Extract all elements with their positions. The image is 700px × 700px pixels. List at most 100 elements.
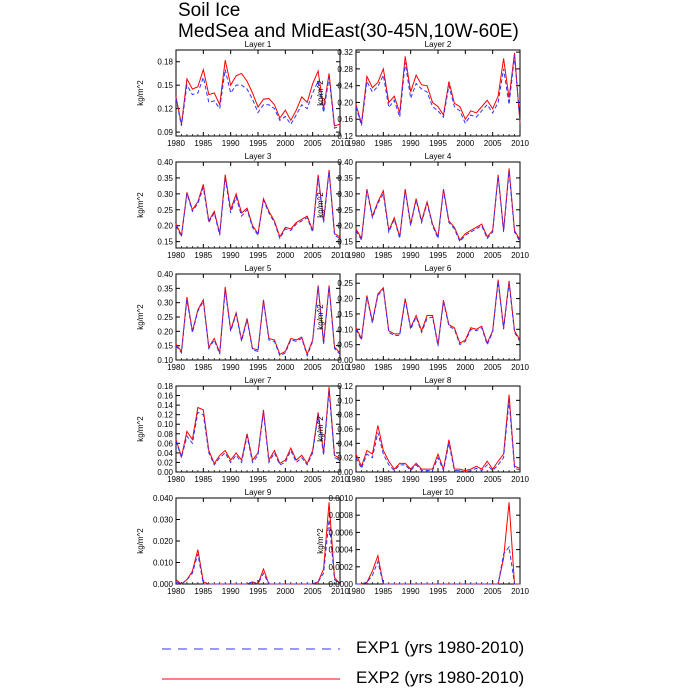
y-axis-label: kg/m^2 — [136, 192, 145, 218]
x-tick-label: 2010 — [511, 251, 529, 260]
panel-title: Layer 10 — [422, 488, 454, 497]
x-tick-label: 1995 — [249, 363, 267, 372]
y-tick-label: 0.20 — [337, 98, 353, 107]
panel-layer-8: Layer 8 kg/m^2 1980 1985 1990 1995 2000 2005 201… — [316, 376, 529, 484]
panel-layer-9: Layer 9 kg/m^2 1980 1985 1990 1995 2000 2005 201… — [136, 488, 349, 596]
x-tick-label: 2000 — [456, 251, 474, 260]
y-tick-label: 0.0008 — [329, 511, 354, 520]
y-tick-label: 0.00 — [337, 356, 353, 365]
x-tick-label: 1995 — [429, 587, 447, 596]
panel-layer-1: Layer 1 kg/m^2 1980 1985 1990 1995 2000 2005 201… — [136, 40, 349, 148]
x-tick-label: 2000 — [276, 363, 294, 372]
x-tick-label: 1990 — [402, 251, 420, 260]
series-exp1-line — [355, 171, 521, 243]
y-axis-label: kg/m^2 — [316, 192, 325, 218]
y-tick-label: 0.06 — [157, 439, 173, 448]
x-tick-label: 1990 — [222, 475, 240, 484]
y-tick-label: 0.15 — [337, 238, 353, 247]
y-tick-label: 0.25 — [157, 206, 173, 215]
y-tick-label: 0.0000 — [329, 580, 354, 589]
y-tick-label: 0.15 — [157, 81, 173, 90]
x-tick-label: 2005 — [484, 139, 502, 148]
x-tick-label: 1985 — [194, 475, 212, 484]
y-tick-label: 0.12 — [157, 105, 173, 114]
figure-titles: Soil Ice MedSea and MidEast(30-45N,10W-6… — [178, 0, 519, 42]
panel-layer-6: Layer 6 kg/m^2 1980 1985 1990 1995 2000 2005 201… — [316, 264, 529, 372]
y-tick-label: 0.020 — [153, 537, 174, 546]
x-tick-label: 2010 — [511, 587, 529, 596]
y-tick-label: 0.16 — [337, 115, 353, 124]
x-tick-label: 2000 — [276, 251, 294, 260]
y-tick-label: 0.30 — [157, 299, 173, 308]
y-axis-label: kg/m^2 — [136, 304, 145, 330]
y-tick-label: 0.20 — [337, 222, 353, 231]
y-tick-label: 0.00 — [157, 468, 173, 477]
y-tick-label: 0.18 — [157, 58, 173, 67]
x-tick-label: 1985 — [194, 587, 212, 596]
series-exp2-line — [355, 279, 521, 345]
panel-title: Layer 4 — [425, 152, 452, 161]
y-axis-label: kg/m^2 — [316, 80, 325, 106]
panel-title: Layer 6 — [425, 264, 452, 273]
y-tick-label: 0.40 — [157, 158, 173, 167]
y-tick-label: 0.40 — [157, 270, 173, 279]
y-tick-label: 0.12 — [337, 132, 353, 141]
series-exp1-line — [355, 281, 521, 347]
y-tick-label: 0.15 — [157, 238, 173, 247]
x-tick-label: 1995 — [249, 139, 267, 148]
y-tick-label: 0.35 — [337, 174, 353, 183]
x-tick-label: 2010 — [331, 139, 349, 148]
x-tick-label: 1985 — [374, 139, 392, 148]
y-axis-label: kg/m^2 — [136, 80, 145, 106]
y-tick-label: 0.32 — [337, 48, 353, 57]
x-tick-label: 2000 — [456, 475, 474, 484]
y-tick-label: 0.20 — [157, 327, 173, 336]
y-tick-label: 0.20 — [157, 222, 173, 231]
x-tick-label: 2005 — [484, 587, 502, 596]
panel-layer-5: Layer 5 kg/m^2 1980 1985 1990 1995 2000 2005 201… — [136, 264, 349, 372]
x-tick-label: 1985 — [194, 251, 212, 260]
panel-title: Layer 8 — [425, 376, 452, 385]
y-tick-label: 0.35 — [157, 174, 173, 183]
y-tick-label: 0.12 — [157, 411, 173, 420]
y-tick-label: 0.08 — [157, 430, 173, 439]
series-exp1-line — [356, 545, 520, 585]
y-tick-label: 0.10 — [157, 420, 173, 429]
x-tick-label: 1985 — [194, 363, 212, 372]
y-tick-label: 0.0004 — [329, 546, 354, 555]
panel-layer-4: Layer 4 kg/m^2 1980 1985 1990 1995 2000 2005 201… — [316, 152, 529, 260]
x-tick-label: 1985 — [374, 363, 392, 372]
series-exp1-line — [175, 171, 341, 240]
y-tick-label: 0.010 — [153, 559, 174, 568]
series-exp2-line — [356, 502, 520, 585]
y-tick-label: 0.40 — [337, 158, 353, 167]
series-exp2-line — [355, 52, 521, 124]
panel-frame — [355, 273, 521, 361]
y-tick-label: 0.10 — [337, 325, 353, 334]
y-tick-label: 0.06 — [337, 425, 353, 434]
series-exp1-line — [355, 400, 521, 473]
y-tick-label: 0.030 — [153, 516, 174, 525]
y-tick-label: 0.35 — [157, 284, 173, 293]
y-tick-label: 0.02 — [337, 454, 353, 463]
series-exp1-line — [175, 286, 341, 358]
y-axis-label: kg/m^2 — [136, 528, 145, 554]
x-tick-label: 2005 — [304, 139, 322, 148]
panel-frame — [355, 385, 521, 473]
y-tick-label: 0.05 — [337, 341, 353, 350]
x-tick-label: 1985 — [374, 251, 392, 260]
x-tick-label: 1985 — [194, 139, 212, 148]
y-tick-label: 0.30 — [337, 190, 353, 199]
x-tick-label: 2000 — [276, 587, 294, 596]
y-tick-label: 0.24 — [337, 82, 353, 91]
y-tick-label: 0.15 — [157, 342, 173, 351]
x-tick-label: 1980 — [347, 587, 365, 596]
x-tick-label: 1980 — [167, 139, 185, 148]
y-tick-label: 0.040 — [153, 494, 174, 503]
y-tick-label: 0.20 — [337, 295, 353, 304]
y-axis-label: kg/m^2 — [136, 416, 145, 442]
x-tick-label: 1980 — [167, 475, 185, 484]
x-tick-label: 1985 — [374, 475, 392, 484]
x-tick-label: 2005 — [304, 363, 322, 372]
panel-title: Layer 5 — [245, 264, 272, 273]
